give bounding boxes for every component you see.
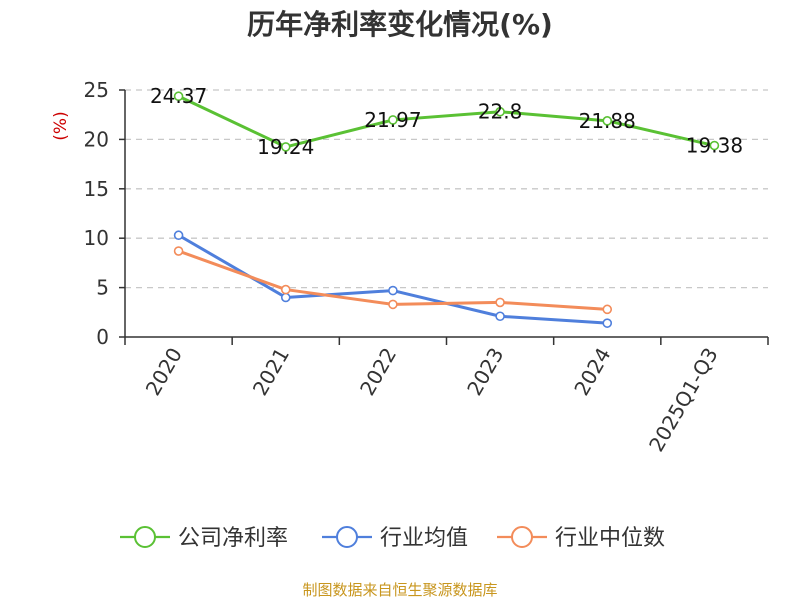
legend-marker	[336, 526, 358, 548]
data-point	[602, 318, 613, 328]
x-tick-label: 2024	[569, 344, 615, 400]
x-tick-label: 2025Q1-Q3	[644, 344, 723, 456]
chart-title: 历年净利率变化情况(%)	[247, 8, 553, 41]
data-point	[173, 91, 184, 102]
y-tick-label: 0	[96, 325, 109, 349]
source-note: 制图数据来自恒生聚源数据库	[302, 581, 497, 599]
data-point	[602, 116, 613, 126]
data-point	[388, 115, 398, 125]
data-labels: 24.37 19.24 21.97 22.8 21.88 19.38	[150, 84, 743, 159]
data-label: 19.24	[257, 135, 314, 159]
data-point	[173, 246, 184, 256]
series-line	[177, 94, 715, 149]
legend-label: 公司净利率	[178, 526, 288, 551]
series-line	[177, 233, 608, 325]
legend-item[interactable]: 行业均值	[322, 526, 468, 551]
data-point	[280, 292, 291, 303]
data-point	[709, 140, 720, 151]
data-point	[495, 311, 505, 322]
y-tick-label: 20	[84, 127, 109, 151]
legend-label: 行业均值	[380, 526, 468, 551]
data-label: 21.97	[364, 108, 421, 132]
data-point	[602, 304, 613, 315]
x-tick-label: 2020	[141, 344, 187, 400]
x-tick-label: 2023	[462, 344, 508, 400]
legend-marker	[511, 526, 533, 548]
data-label: 21.88	[579, 109, 636, 133]
data-label: 24.37	[150, 84, 207, 108]
grid	[125, 89, 768, 289]
legend-item[interactable]: 行业中位数	[497, 526, 665, 551]
data-point	[495, 106, 505, 117]
data-label: 19.38	[686, 134, 743, 158]
x-tick-label: 2021	[248, 344, 294, 400]
y-tick-label: 25	[84, 78, 109, 102]
data-label: 22.8	[478, 100, 523, 124]
y-axis-label: (%)	[51, 111, 71, 140]
legend-item[interactable]: 公司净利率	[120, 526, 288, 551]
data-point	[388, 299, 398, 310]
y-tick-label: 10	[84, 226, 109, 250]
data-point	[495, 297, 505, 308]
series	[173, 91, 720, 328]
legend: 公司净利率 行业均值 行业中位数	[120, 526, 665, 551]
data-point	[280, 284, 291, 295]
legend-marker	[134, 526, 156, 548]
legend-label: 行业中位数	[555, 526, 665, 551]
x-tick-label: 2022	[355, 344, 401, 400]
data-point	[173, 230, 184, 241]
y-tick-label: 5	[96, 276, 109, 300]
data-point	[388, 285, 398, 296]
y-tick-label: 15	[84, 177, 109, 201]
data-point	[280, 142, 291, 152]
